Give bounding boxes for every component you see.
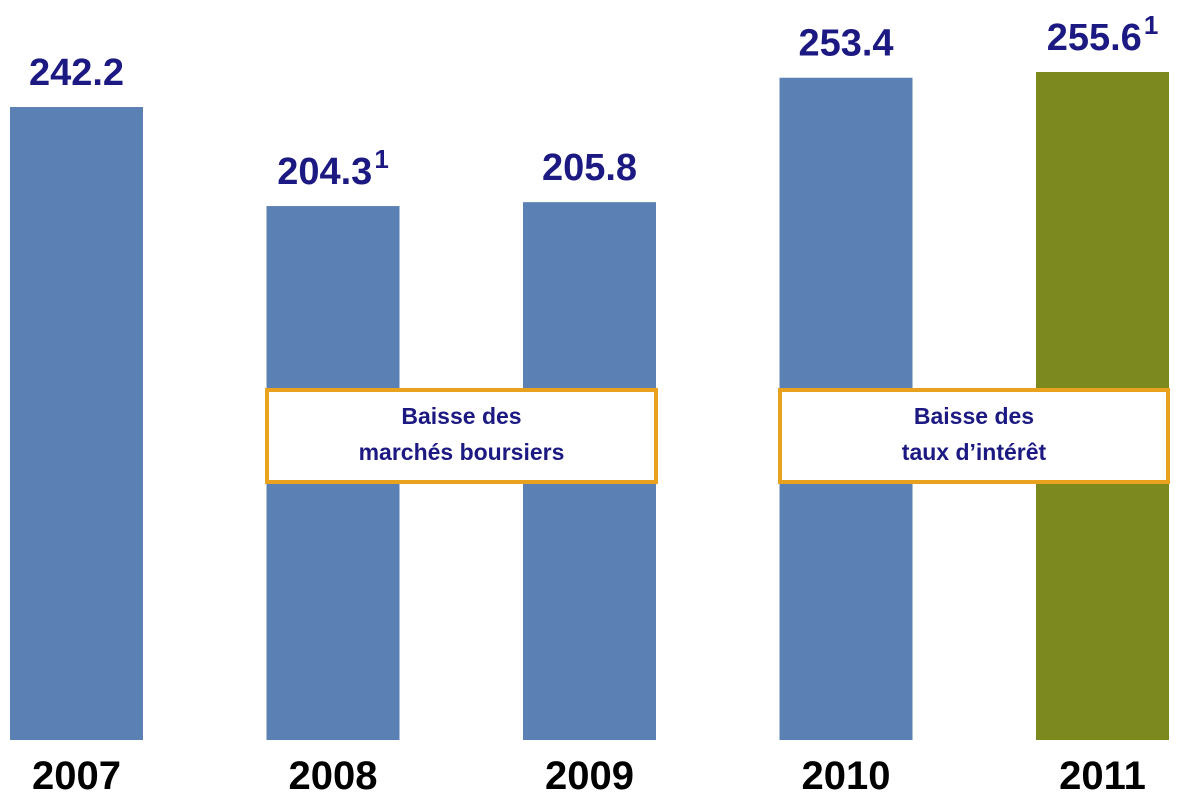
value-text: 204.3 <box>277 151 372 193</box>
bar <box>10 107 143 741</box>
value-text: 253.4 <box>798 23 893 65</box>
footnote-mark: 1 <box>1144 10 1158 40</box>
value-label: 242.2 <box>29 52 124 94</box>
annotation-box <box>778 388 1170 484</box>
x-tick-label: 2009 <box>545 754 634 798</box>
x-tick-label: 2011 <box>1059 754 1146 798</box>
annotation-text: Baisse des <box>914 403 1034 429</box>
x-tick-label: 2010 <box>802 754 891 798</box>
annotation-box <box>265 388 658 484</box>
footnote-mark: 1 <box>374 144 388 174</box>
x-tick-label: 2008 <box>289 754 378 798</box>
value-text: 205.8 <box>542 147 637 189</box>
annotation-text: taux d’intérêt <box>902 439 1047 465</box>
x-tick-label: 2007 <box>32 754 121 798</box>
annotation-text: marchés boursiers <box>359 439 565 465</box>
value-label: 255.61 <box>1047 10 1159 59</box>
value-text: 255.6 <box>1047 17 1142 59</box>
value-text: 242.2 <box>29 52 124 94</box>
value-label: 204.31 <box>277 144 389 193</box>
annotation-text: Baisse des <box>401 403 521 429</box>
value-label: 205.8 <box>542 147 637 189</box>
value-label: 253.4 <box>798 23 893 65</box>
